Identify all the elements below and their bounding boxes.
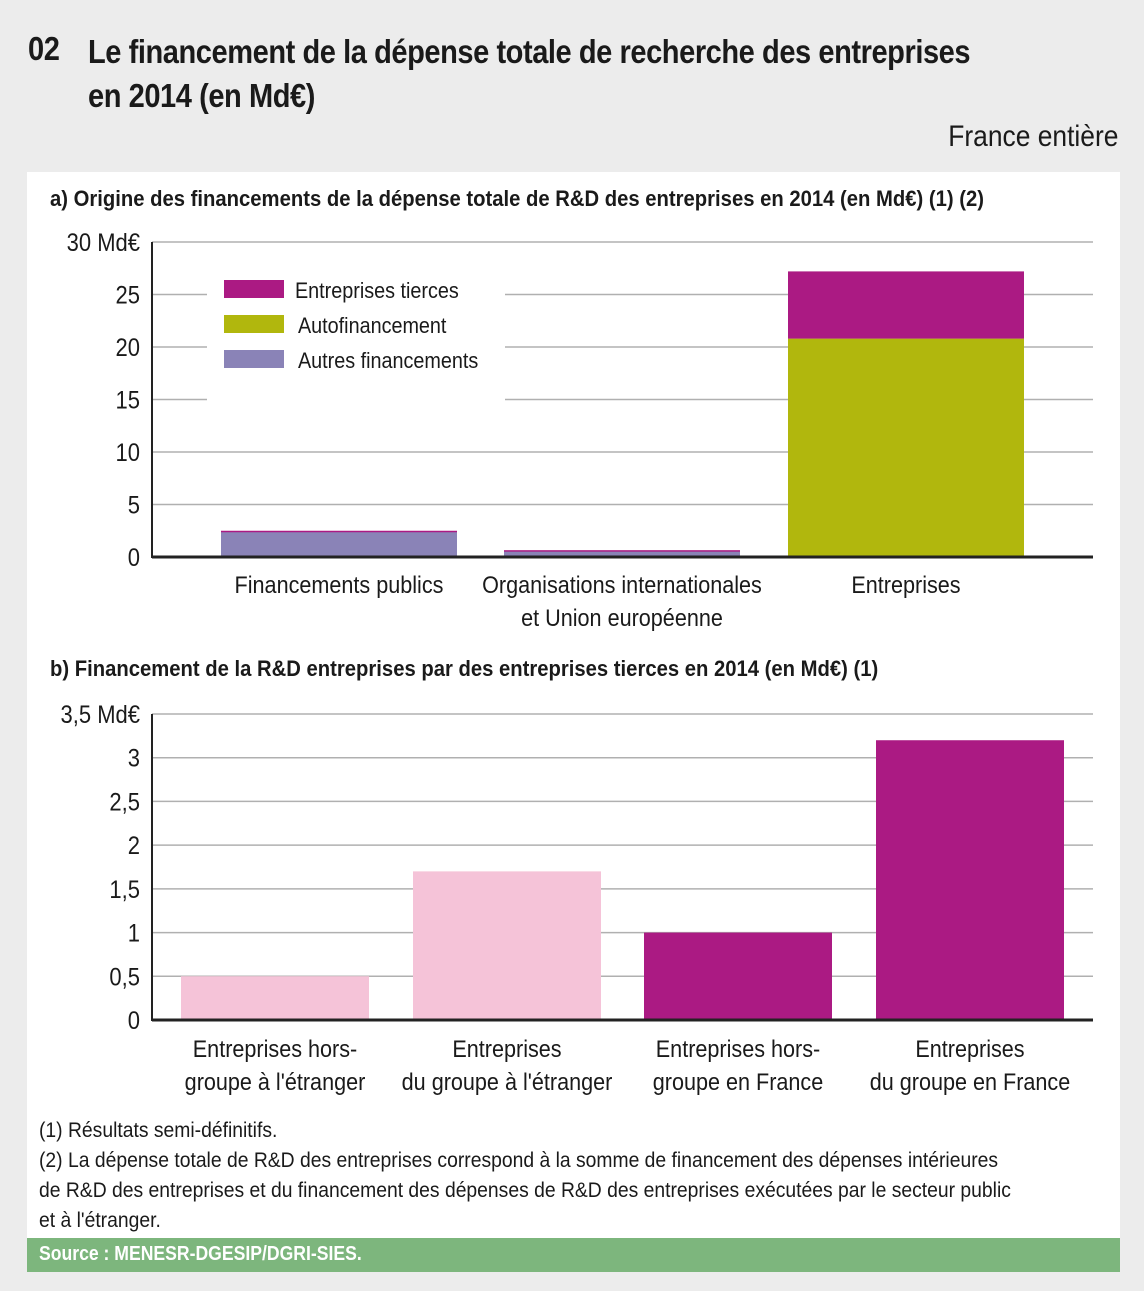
bar-segment: [221, 531, 457, 557]
x-tick-label: Entreprises: [851, 571, 960, 598]
y-tick-label: 3: [128, 744, 140, 772]
geographic-scope: France entière: [947, 120, 1118, 153]
x-tick-label: groupe à l'étranger: [185, 1068, 366, 1095]
y-tick-label: 20: [116, 334, 140, 362]
figure-title: Le financement de la dépense totale de r…: [88, 30, 1056, 118]
legend-swatch: [224, 280, 284, 298]
bar-segment: [504, 550, 740, 557]
x-tick-label: Organisations internationales: [482, 571, 762, 598]
x-tick-label: Entreprises: [452, 1035, 561, 1062]
x-tick-label: groupe en France: [653, 1068, 823, 1095]
source-text: Source : MENESR-DGESIP/DGRI-SIES.: [39, 1243, 362, 1265]
y-tick-label: 2,5: [109, 788, 140, 816]
footnote-2-line-3: et à l'étranger.: [39, 1209, 161, 1232]
y-tick-label: 25: [116, 281, 140, 309]
bar: [644, 932, 832, 1020]
source-band: Source : MENESR-DGESIP/DGRI-SIES.: [27, 1238, 1120, 1272]
x-tick-label: Entreprises hors-: [656, 1035, 820, 1062]
chart-b-title: b) Financement de la R&D entreprises par…: [50, 656, 879, 681]
chart-b: 0 0,5 1 1,5 2 2,5 3 3,5 Md€ Entreprises hors-gro…: [61, 701, 1093, 1095]
x-tick-label: et Union européenne: [521, 604, 723, 631]
x-tick-label: du groupe en France: [870, 1068, 1071, 1095]
x-tick-label: du groupe à l'étranger: [402, 1068, 613, 1095]
bar-segment: [221, 530, 457, 533]
y-tick-label: 0: [128, 1007, 140, 1035]
y-tick-label: 0: [128, 544, 140, 572]
chart-a-title: a) Origine des financements de la dépens…: [50, 186, 985, 211]
footnotes: (1) Résultats semi-définitifs. (2) La dé…: [39, 1116, 1051, 1236]
y-tick-label: 1: [128, 919, 140, 947]
legend-label: Autofinancement: [298, 314, 447, 338]
x-tick-label: Entreprises hors-: [193, 1035, 357, 1062]
legend-swatch: [224, 350, 284, 368]
chart-panel: a) Origine des financements de la dépens…: [27, 172, 1120, 1238]
x-tick-label: Financements publics: [235, 571, 444, 598]
legend-swatch: [224, 315, 284, 333]
bar: [413, 871, 601, 1020]
y-tick-label: 10: [116, 439, 140, 467]
x-tick-label: Entreprises: [915, 1035, 1024, 1062]
figure-title-line-2: en 2014 (en Md€): [88, 77, 315, 114]
footnote-1: (1) Résultats semi-définitifs.: [39, 1119, 278, 1142]
bar-segment: [788, 271, 1024, 339]
figure-title-line-1: Le financement de la dépense totale de r…: [88, 33, 971, 70]
bar: [181, 976, 369, 1020]
bar-segment: [504, 550, 740, 552]
y-tick-label: 2: [128, 832, 140, 860]
y-tick-label: 30 Md€: [67, 229, 140, 257]
y-tick-label: 5: [128, 491, 140, 519]
y-tick-label: 3,5 Md€: [61, 701, 140, 729]
legend-label: Autres financements: [298, 349, 478, 373]
footnote-2-line-2: de R&D des entreprises et du financement…: [39, 1179, 1011, 1202]
y-tick-label: 15: [116, 386, 140, 414]
chart-a: 0 5 10 15 20 25 30 Md€ Entreprises tierces Autof…: [67, 229, 1093, 631]
bar: [876, 740, 1064, 1020]
figure-number: 02: [28, 30, 60, 67]
bar-segment: [788, 338, 1024, 557]
legend-label: Entreprises tierces: [295, 279, 459, 303]
footnote-2-line-1: (2) La dépense totale de R&D des entrepr…: [39, 1149, 999, 1172]
y-tick-label: 0,5: [109, 963, 140, 991]
y-tick-label: 1,5: [109, 876, 140, 904]
